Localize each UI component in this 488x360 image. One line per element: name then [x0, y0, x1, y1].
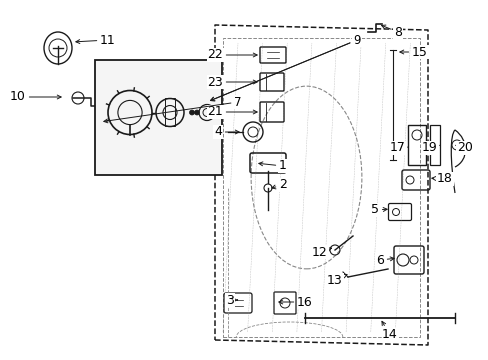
Text: 10: 10 — [10, 90, 61, 104]
Text: 6: 6 — [375, 253, 393, 266]
Text: 11: 11 — [76, 33, 116, 46]
Text: 7: 7 — [103, 95, 241, 123]
Text: 4: 4 — [214, 126, 239, 139]
Text: 5: 5 — [370, 203, 386, 216]
Bar — [164, 99, 175, 126]
Text: 22: 22 — [207, 49, 257, 62]
Bar — [429, 125, 439, 165]
Text: 21: 21 — [207, 105, 257, 118]
Text: 9: 9 — [210, 33, 360, 101]
Text: 20: 20 — [455, 141, 472, 154]
Text: 17: 17 — [389, 141, 406, 154]
Text: 9: 9 — [210, 33, 360, 101]
Text: 19: 19 — [421, 141, 438, 154]
Text: 14: 14 — [381, 321, 397, 342]
Text: 2: 2 — [271, 179, 286, 192]
Text: 8: 8 — [381, 25, 401, 39]
Bar — [407, 125, 425, 165]
Bar — [95, 60, 222, 175]
Text: 18: 18 — [431, 172, 452, 185]
Text: 13: 13 — [326, 274, 346, 287]
Bar — [223, 38, 419, 337]
Text: 15: 15 — [399, 45, 427, 58]
Text: 16: 16 — [278, 296, 312, 309]
Text: 1: 1 — [258, 159, 286, 172]
Circle shape — [194, 110, 199, 115]
Text: 3: 3 — [225, 293, 237, 306]
Circle shape — [189, 110, 194, 115]
Text: 12: 12 — [311, 246, 331, 258]
Text: 23: 23 — [207, 76, 257, 89]
